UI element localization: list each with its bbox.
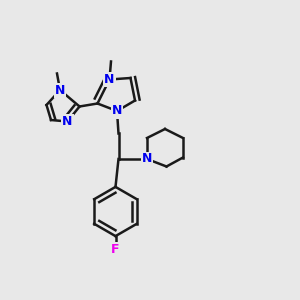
Text: N: N: [55, 83, 65, 97]
Text: N: N: [112, 104, 122, 118]
Text: N: N: [142, 152, 152, 166]
Text: N: N: [62, 115, 73, 128]
Text: F: F: [111, 243, 120, 256]
Text: N: N: [104, 73, 115, 86]
